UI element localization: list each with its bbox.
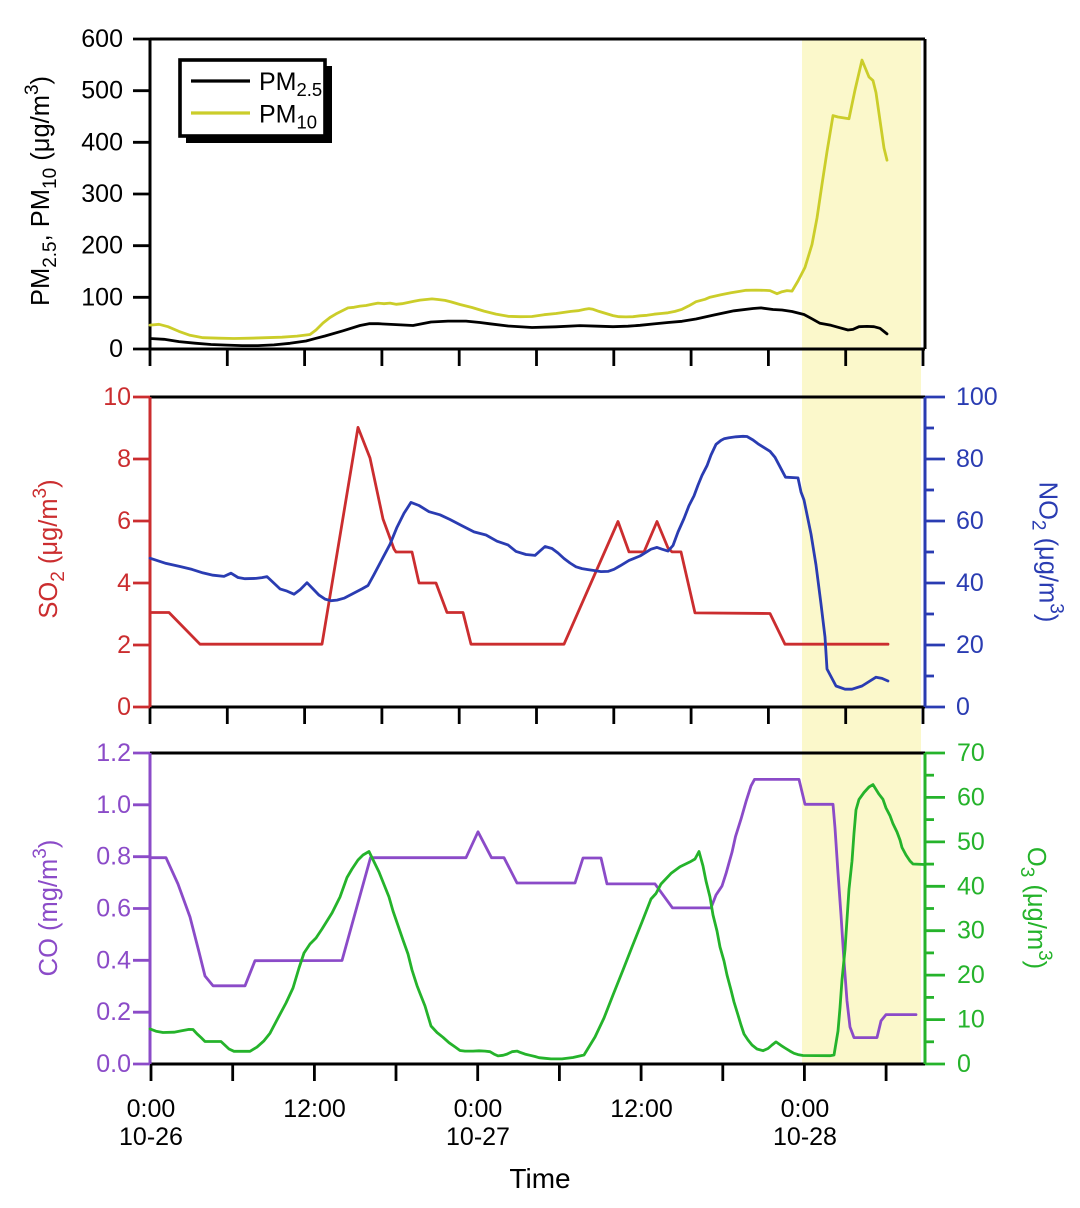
svg-text:0:00: 0:00 [781,1095,830,1123]
svg-text:0.8: 0.8 [96,843,131,871]
svg-text:8: 8 [117,445,131,473]
svg-text:70: 70 [957,739,985,767]
svg-text:20: 20 [956,631,984,659]
svg-text:1.0: 1.0 [96,791,131,819]
svg-text:10: 10 [957,1006,985,1034]
svg-text:0.6: 0.6 [96,895,131,923]
svg-text:0.2: 0.2 [96,998,131,1026]
svg-text:6: 6 [117,507,131,535]
svg-text:0.4: 0.4 [96,946,131,974]
svg-text:0: 0 [109,335,123,363]
svg-text:PM2.5: PM2.5 [259,68,322,100]
svg-text:100: 100 [81,283,123,311]
svg-text:0:00: 0:00 [454,1095,503,1123]
svg-text:0.0: 0.0 [96,1050,131,1078]
svg-text:0:00: 0:00 [127,1095,176,1123]
svg-text:600: 600 [81,25,123,53]
svg-text:40: 40 [957,872,985,900]
svg-text:200: 200 [81,232,123,260]
svg-text:500: 500 [81,77,123,105]
svg-text:Time: Time [509,1163,570,1194]
svg-text:0: 0 [956,693,970,721]
svg-text:0: 0 [957,1050,971,1078]
svg-text:30: 30 [957,917,985,945]
svg-text:10: 10 [103,383,131,411]
svg-text:10-28: 10-28 [773,1123,837,1151]
svg-text:50: 50 [957,828,985,856]
svg-text:400: 400 [81,128,123,156]
svg-text:20: 20 [957,961,985,989]
svg-text:12:00: 12:00 [283,1095,346,1123]
svg-text:100: 100 [956,383,998,411]
svg-text:1.2: 1.2 [96,739,131,767]
svg-text:NO2​ (μg/m3​): NO2​ (μg/m3​) [1028,482,1067,623]
svg-text:80: 80 [956,445,984,473]
svg-text:10-27: 10-27 [446,1123,510,1151]
svg-text:40: 40 [956,569,984,597]
svg-text:300: 300 [81,180,123,208]
svg-text:SO2​ (μg/m3​): SO2​ (μg/m3​) [30,479,69,618]
svg-text:4: 4 [117,569,131,597]
svg-text:2: 2 [117,631,131,659]
svg-text:60: 60 [956,507,984,535]
svg-text:CO (mg/m3​): CO (mg/m3​) [30,840,63,977]
svg-text:0: 0 [117,693,131,721]
svg-text:10-26: 10-26 [119,1123,183,1151]
svg-text:12:00: 12:00 [610,1095,673,1123]
svg-text:60: 60 [957,783,985,811]
